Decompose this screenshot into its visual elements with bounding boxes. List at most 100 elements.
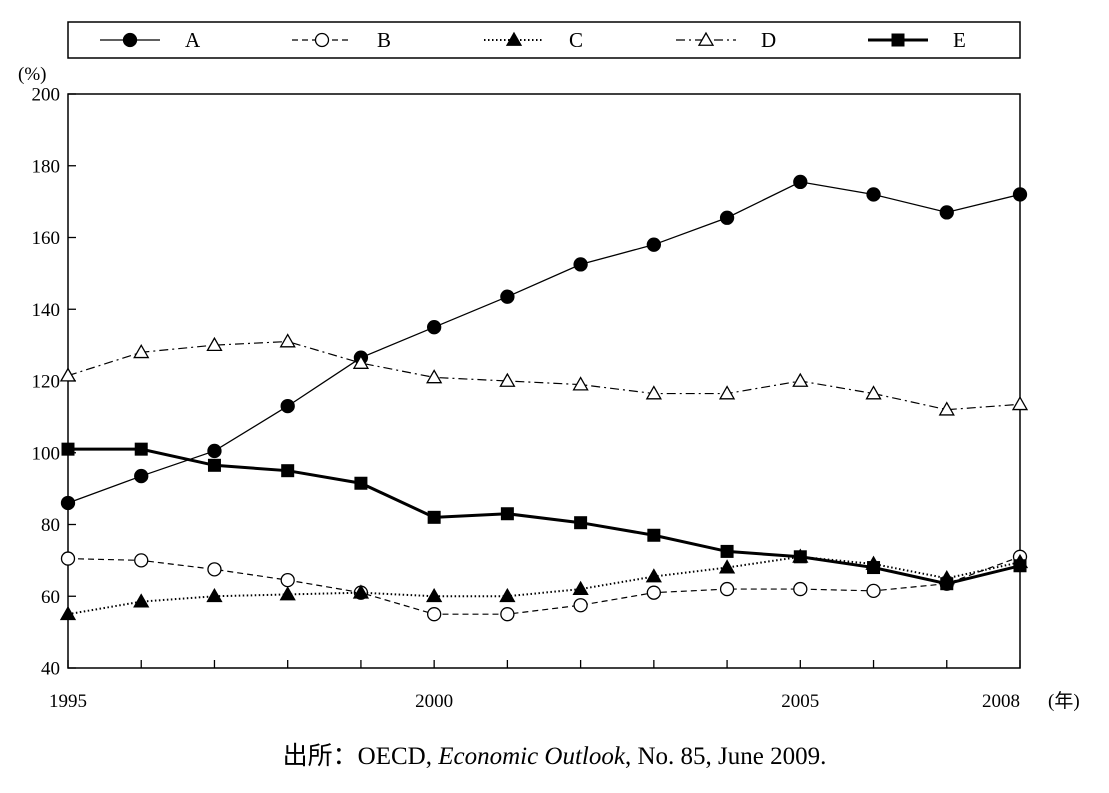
data-point-b xyxy=(280,572,295,588)
series-layer xyxy=(59,174,1029,622)
series-line-a xyxy=(67,181,1021,504)
data-point-c xyxy=(206,587,223,603)
data-point-d xyxy=(133,343,150,359)
data-point-a xyxy=(500,289,515,304)
y-tick-label: 40 xyxy=(41,659,60,680)
legend-marker-a xyxy=(122,32,138,48)
data-point-b xyxy=(866,583,881,599)
data-point-a xyxy=(134,468,149,484)
x-tick-label: 2005 xyxy=(781,691,819,712)
data-point-c xyxy=(133,593,150,608)
data-point-b xyxy=(793,581,808,597)
series-c xyxy=(59,548,1029,621)
data-point-d xyxy=(499,372,516,387)
legend-label-d: D xyxy=(761,28,776,52)
data-point-a xyxy=(427,320,442,335)
data-point-e xyxy=(720,544,734,558)
data-point-c xyxy=(279,586,296,601)
data-point-a xyxy=(60,495,76,511)
data-point-c xyxy=(59,605,77,621)
series-line-e xyxy=(68,447,1021,586)
legend-marker-b xyxy=(314,32,330,48)
data-point-c xyxy=(718,559,736,574)
data-point-c xyxy=(499,587,516,603)
data-point-e xyxy=(1013,559,1027,573)
data-point-b xyxy=(60,551,76,566)
data-point-b xyxy=(573,598,588,613)
legend: A B C D E xyxy=(67,21,1021,59)
data-point-c xyxy=(572,580,589,595)
series-a xyxy=(60,174,1028,511)
data-point-b xyxy=(646,585,661,600)
y-tick-label: 80 xyxy=(41,515,60,536)
source-publication: Economic Outlook xyxy=(438,743,625,770)
y-tick-label: 200 xyxy=(32,85,61,106)
data-point-d xyxy=(352,354,370,369)
data-point-e xyxy=(134,442,148,456)
data-point-a xyxy=(866,187,881,202)
data-point-e xyxy=(940,577,954,591)
x-tick-label: 1995 xyxy=(49,691,87,712)
data-point-d xyxy=(938,401,955,416)
data-point-e xyxy=(574,516,588,530)
data-point-c xyxy=(352,584,370,599)
data-point-b xyxy=(134,553,149,568)
y-tick-label: 180 xyxy=(32,156,61,177)
legend-label-e: E xyxy=(953,28,966,52)
data-point-e xyxy=(281,464,295,478)
data-point-e xyxy=(793,550,807,564)
source-note: 出所：OECD, Economic Outlook, No. 85, June … xyxy=(0,736,1109,772)
legend-label-b: B xyxy=(377,28,391,52)
data-point-e xyxy=(647,528,661,542)
data-point-b xyxy=(500,607,515,622)
data-point-d xyxy=(865,385,882,400)
data-point-b xyxy=(207,562,222,577)
legend-label-c: C xyxy=(569,28,583,52)
data-point-c xyxy=(645,568,662,583)
y-tick-label: 100 xyxy=(32,443,61,464)
data-point-b xyxy=(719,581,735,597)
data-point-e xyxy=(427,510,441,524)
data-point-a xyxy=(280,398,295,414)
data-point-d xyxy=(572,376,589,391)
series-line-b xyxy=(67,556,1021,615)
legend-box xyxy=(67,21,1021,59)
data-point-e xyxy=(867,561,881,575)
data-point-d xyxy=(645,385,662,400)
data-point-a xyxy=(793,174,808,190)
data-point-e xyxy=(61,442,75,456)
x-tick-label: 2000 xyxy=(415,691,453,712)
y-unit-label: (%) xyxy=(18,64,46,85)
x-tick-label: 2008 xyxy=(982,691,1020,712)
y-axis: 40 60 80 100 120 140 160 180 200 xyxy=(32,85,76,680)
data-point-d xyxy=(426,369,443,384)
data-point-a xyxy=(939,205,954,220)
data-point-a xyxy=(646,237,661,252)
data-point-d xyxy=(792,372,809,387)
series-e xyxy=(61,442,1027,591)
data-point-d xyxy=(718,385,736,400)
data-point-a xyxy=(719,210,735,225)
data-point-e xyxy=(500,507,514,521)
data-point-a xyxy=(207,443,222,459)
series-d xyxy=(59,333,1029,416)
y-tick-label: 160 xyxy=(32,228,61,249)
x-unit-label: (年) xyxy=(1048,690,1080,712)
source-prefix: 出所：OECD, xyxy=(282,743,439,770)
data-point-a xyxy=(573,257,588,272)
data-point-d xyxy=(59,367,77,382)
data-point-d xyxy=(206,336,223,352)
data-point-e xyxy=(354,476,368,490)
data-point-d xyxy=(1011,396,1029,411)
data-point-e xyxy=(207,458,221,472)
data-point-b xyxy=(427,607,442,622)
data-point-d xyxy=(279,333,296,348)
source-suffix: , No. 85, June 2009. xyxy=(624,743,827,770)
y-tick-label: 140 xyxy=(32,300,61,321)
legend-marker-d xyxy=(697,31,715,46)
data-point-c xyxy=(426,587,443,603)
y-tick-label: 60 xyxy=(41,587,60,608)
plot-area xyxy=(67,93,1021,669)
x-axis: 1995 2000 2005 2008 xyxy=(49,660,1021,712)
y-tick-label: 120 xyxy=(32,372,61,393)
